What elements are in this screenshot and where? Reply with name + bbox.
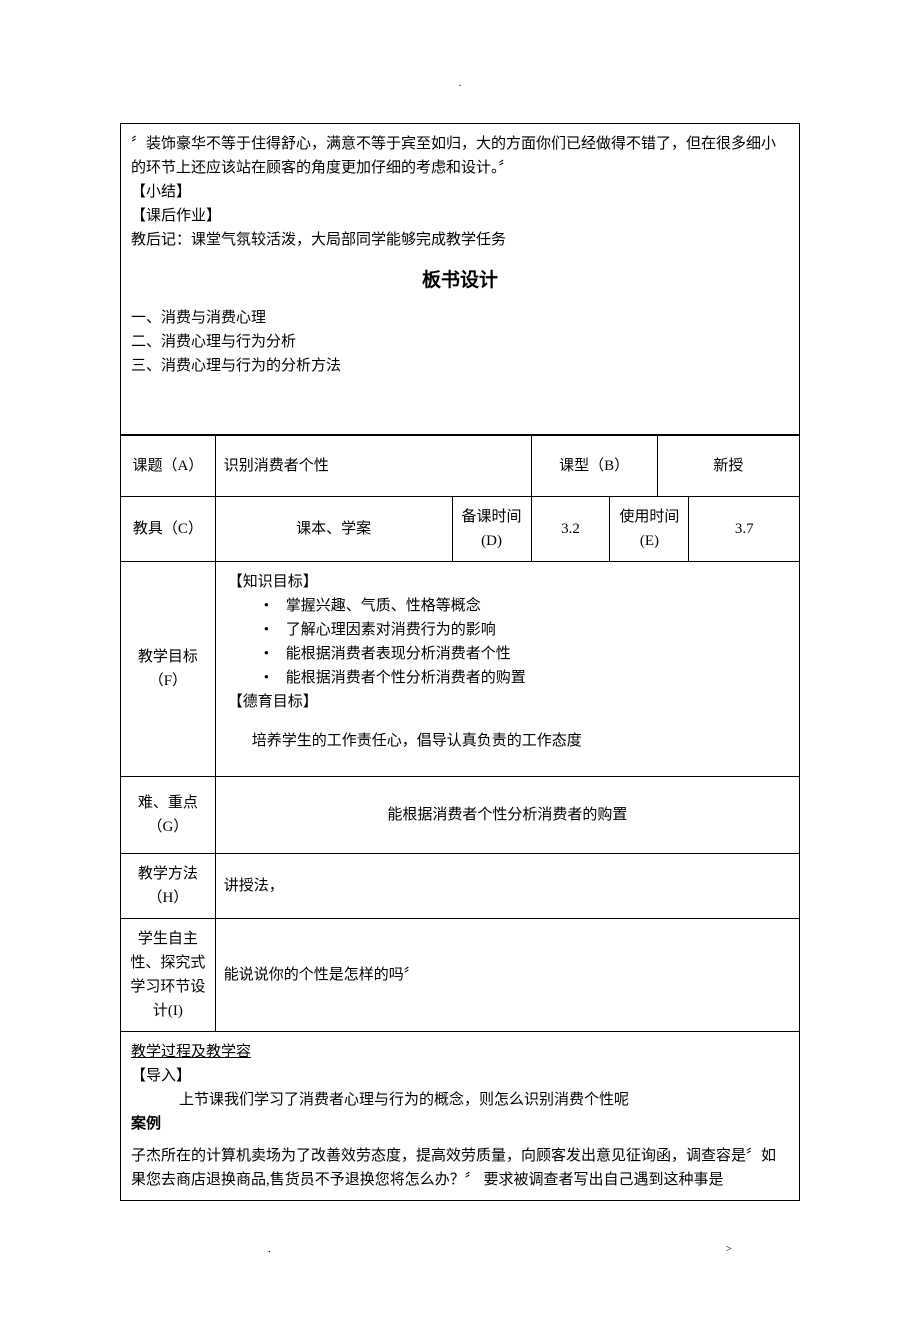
- row-tools: 教具（C） 课本、学案 备课时间(D) 3.2 使用时间(E) 3.7: [121, 496, 800, 561]
- objectives-cell: 【知识目标】 掌握兴趣、气质、性格等概念 了解心理因素对消费行为的影响 能根据消…: [215, 561, 799, 776]
- keypoints-value: 能根据消费者个性分析消费者的购置: [215, 776, 799, 853]
- label-tools-c: 教具（C）: [121, 496, 216, 561]
- method-value: 讲授法，: [215, 853, 799, 918]
- row-keypoints: 难、重点（G） 能根据消费者个性分析消费者的购置: [121, 776, 800, 853]
- label-prepdate-d: 备课时间(D): [452, 496, 531, 561]
- type-value: 新授: [657, 435, 799, 496]
- topic-value: 识别消费者个性: [215, 435, 531, 496]
- footer-right: >: [726, 1241, 732, 1259]
- student-design-value: 能说说你的个性是怎样的吗〞: [215, 918, 799, 1031]
- row-objectives: 教学目标（F） 【知识目标】 掌握兴趣、气质、性格等概念 了解心理因素对消费行为…: [121, 561, 800, 776]
- intro-text: 上节课我们学习了消费者心理与行为的概念，则怎么识别消费个性呢: [131, 1088, 789, 1112]
- label-keypoints-g: 难、重点（G）: [121, 776, 216, 853]
- prepdate-value: 3.2: [531, 496, 610, 561]
- outline-2: 二、消费心理与行为分析: [131, 330, 789, 354]
- intro-label: 【导入】: [131, 1064, 789, 1088]
- usedate-value: 3.7: [689, 496, 800, 561]
- homework-label: 【课后作业】: [131, 204, 789, 228]
- tools-value: 课本、学案: [215, 496, 452, 561]
- outline-1: 一、消费与消费心理: [131, 306, 789, 330]
- page-footer: . >: [120, 1241, 800, 1259]
- knowledge-item-3: 能根据消费者表现分析消费者个性: [264, 642, 791, 666]
- board-design-title: 板书设计: [131, 266, 789, 296]
- label-objectives-f: 教学目标（F）: [121, 561, 216, 776]
- teaching-process-box: 教学过程及教学容 【导入】 上节课我们学习了消费者心理与行为的概念，则怎么识别消…: [120, 1032, 800, 1201]
- row-method: 教学方法（H） 讲授法，: [121, 853, 800, 918]
- row-topic: 课题（A） 识别消费者个性 课型（B） 新授: [121, 435, 800, 496]
- row-student-design: 学生自主性、探究式学习环节设计(I) 能说说你的个性是怎样的吗〞: [121, 918, 800, 1031]
- moral-text: 培养学生的工作责任心，倡导认真负责的工作态度: [228, 729, 791, 753]
- case-label: 案例: [131, 1112, 789, 1136]
- moral-header: 【德育目标】: [228, 690, 791, 714]
- process-header: 教学过程及教学容: [131, 1044, 251, 1060]
- header-dot: .: [120, 75, 800, 93]
- postnote: 教后记：课堂气氛较活泼，大局部同学能够完成教学任务: [131, 228, 789, 252]
- board-outline: 一、消费与消费心理 二、消费心理与行为分析 三、消费心理与行为的分析方法: [131, 306, 789, 378]
- knowledge-header: 【知识目标】: [228, 570, 791, 594]
- top-summary-box: 〞装饰豪华不等于住得舒心，满意不等于宾至如归，大的方面你们已经做得不错了，但在很…: [120, 123, 800, 435]
- knowledge-item-2: 了解心理因素对消费行为的影响: [264, 618, 791, 642]
- label-student-i: 学生自主性、探究式学习环节设计(I): [121, 918, 216, 1031]
- label-type-b: 课型（B）: [531, 435, 657, 496]
- footer-left: .: [268, 1241, 271, 1259]
- lesson-plan-table: 课题（A） 识别消费者个性 课型（B） 新授 教具（C） 课本、学案 备课时间(…: [120, 435, 800, 1032]
- label-usedate-e: 使用时间(E): [610, 496, 689, 561]
- quote-line: 〞装饰豪华不等于住得舒心，满意不等于宾至如归，大的方面你们已经做得不错了，但在很…: [131, 132, 789, 180]
- knowledge-item-1: 掌握兴趣、气质、性格等概念: [264, 594, 791, 618]
- summary-label: 【小结】: [131, 180, 789, 204]
- knowledge-item-4: 能根据消费者个性分析消费者的购置: [264, 666, 791, 690]
- label-method-h: 教学方法（H）: [121, 853, 216, 918]
- label-topic-a: 课题（A）: [121, 435, 216, 496]
- case-text: 子杰所在的计算机卖场为了改善效劳态度，提高效劳质量，向顾客发出意见征询函，调查容…: [131, 1144, 789, 1192]
- outline-3: 三、消费心理与行为的分析方法: [131, 354, 789, 378]
